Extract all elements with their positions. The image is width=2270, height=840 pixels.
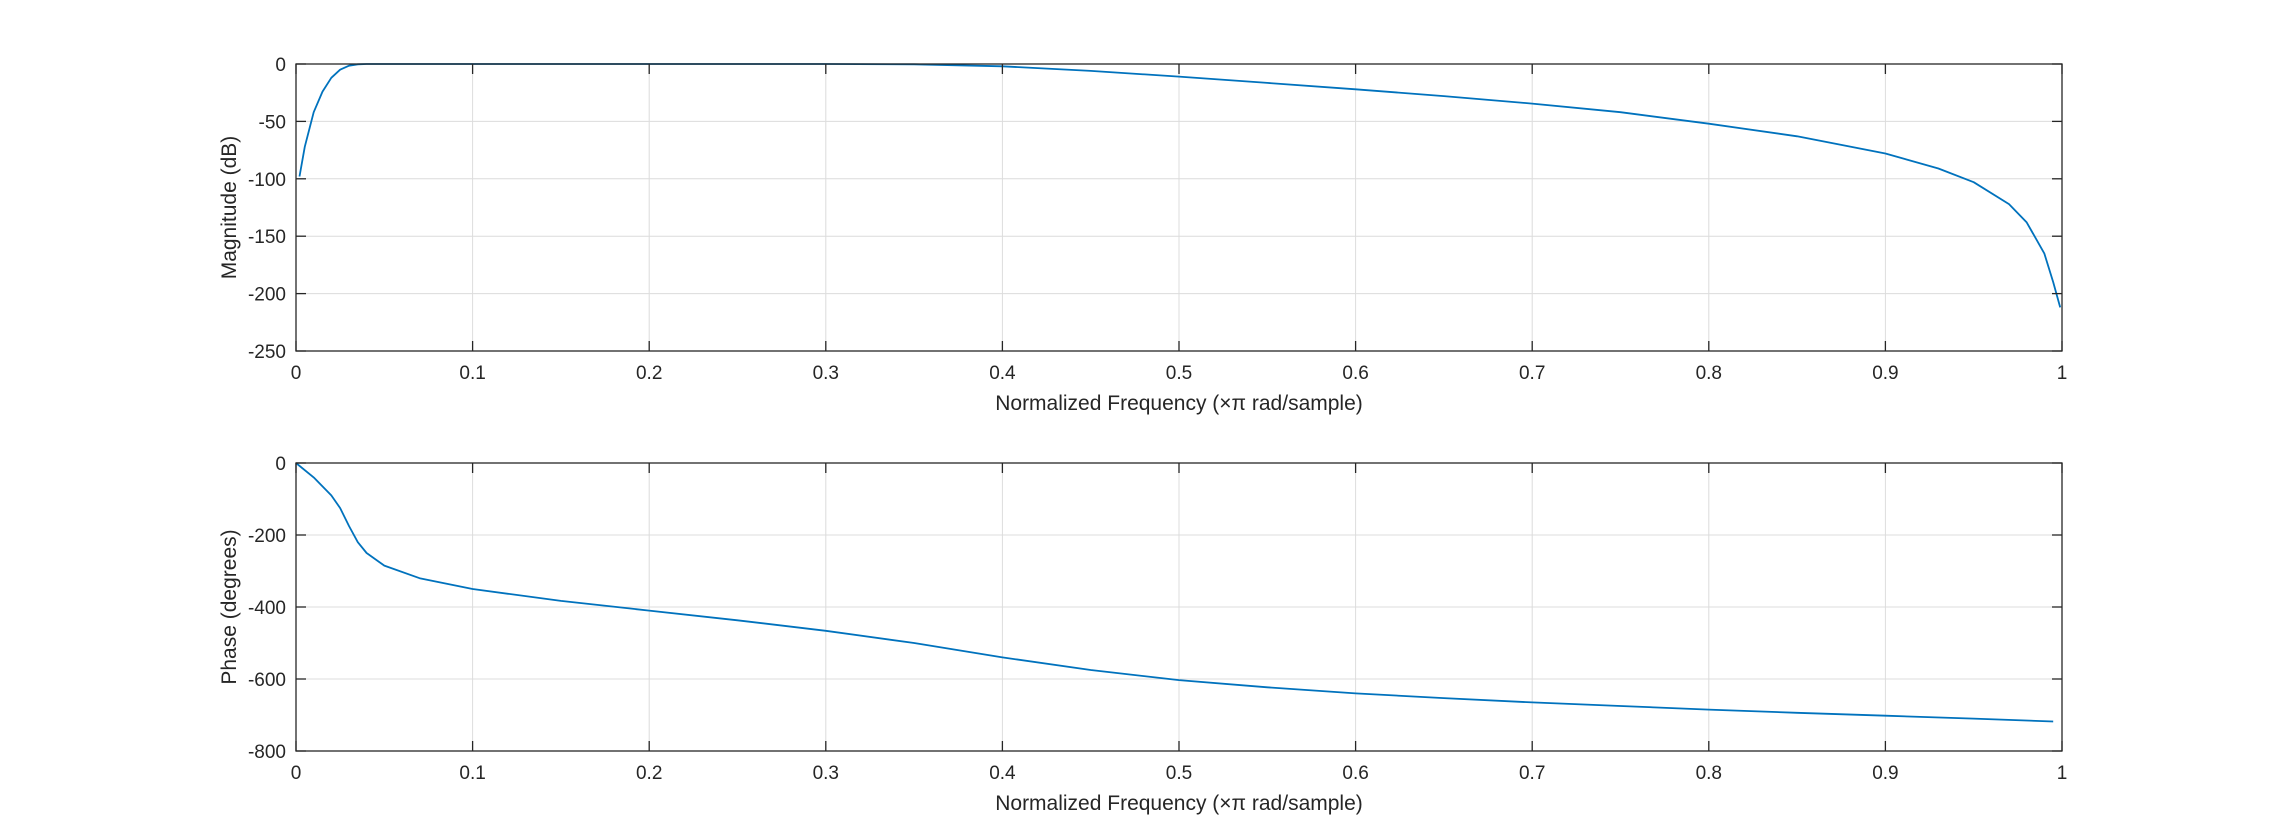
magnitude-x-tick-label: 0.5 (1166, 363, 1192, 384)
phase-x-tick-label: 0.3 (813, 763, 839, 784)
phase-x-tick-label: 1 (2057, 763, 2068, 784)
phase-y-axis-label: Phase (degrees) (218, 529, 241, 684)
magnitude-y-tick-label: -100 (248, 170, 286, 191)
magnitude-x-tick-label: 0.4 (989, 363, 1016, 384)
phase-y-tick-label: -600 (248, 670, 286, 691)
phase-x-tick-label: 0.4 (989, 763, 1016, 784)
magnitude-y-tick-label: 0 (275, 55, 286, 76)
magnitude-x-tick-label: 0 (291, 363, 302, 384)
magnitude-plot: 0 0.1 0.2 0.3 0.4 0.5 0.6 0.7 0.8 0.9 1 -250 -200 -15… (218, 55, 2067, 415)
magnitude-y-tick-label: -250 (248, 342, 286, 363)
magnitude-y-tick-label: -50 (259, 112, 286, 133)
phase-y-tick-label: 0 (275, 454, 286, 475)
magnitude-y-tick-label: -150 (248, 227, 286, 248)
magnitude-x-tick-label: 0.8 (1696, 363, 1722, 384)
phase-x-tick-label: 0.8 (1696, 763, 1722, 784)
magnitude-y-tick-label: -200 (248, 285, 286, 306)
phase-x-tick-label: 0.1 (459, 763, 485, 784)
phase-x-axis-label: Normalized Frequency (×π rad/sample) (995, 792, 1363, 815)
phase-x-tick-label: 0.6 (1342, 763, 1368, 784)
phase-y-tick-label: -800 (248, 742, 286, 763)
magnitude-x-tick-label: 0.9 (1872, 363, 1898, 384)
magnitude-response-line (298, 63, 2062, 308)
phase-response-line (295, 462, 2054, 723)
magnitude-x-tick-label: 0.7 (1519, 363, 1545, 384)
phase-plot: 0 0.1 0.2 0.3 0.4 0.5 0.6 0.7 0.8 0.9 1 -800 -600 -40… (218, 454, 2067, 815)
phase-x-tick-label: 0.9 (1872, 763, 1898, 784)
magnitude-x-tick-label: 0.3 (813, 363, 839, 384)
magnitude-x-axis-label: Normalized Frequency (×π rad/sample) (995, 392, 1363, 415)
magnitude-x-tick-label: 1 (2057, 363, 2068, 384)
phase-x-tick-label: 0.2 (636, 763, 662, 784)
phase-y-tick-label: -200 (248, 526, 286, 547)
magnitude-y-axis-label: Magnitude (dB) (218, 136, 241, 280)
phase-x-tick-label: 0 (291, 763, 302, 784)
phase-x-tick-label: 0.5 (1166, 763, 1192, 784)
magnitude-x-tick-label: 0.6 (1342, 363, 1368, 384)
magnitude-x-tick-label: 0.1 (459, 363, 485, 384)
phase-y-tick-label: -400 (248, 598, 286, 619)
phase-x-tick-label: 0.7 (1519, 763, 1545, 784)
magnitude-x-tick-label: 0.2 (636, 363, 662, 384)
